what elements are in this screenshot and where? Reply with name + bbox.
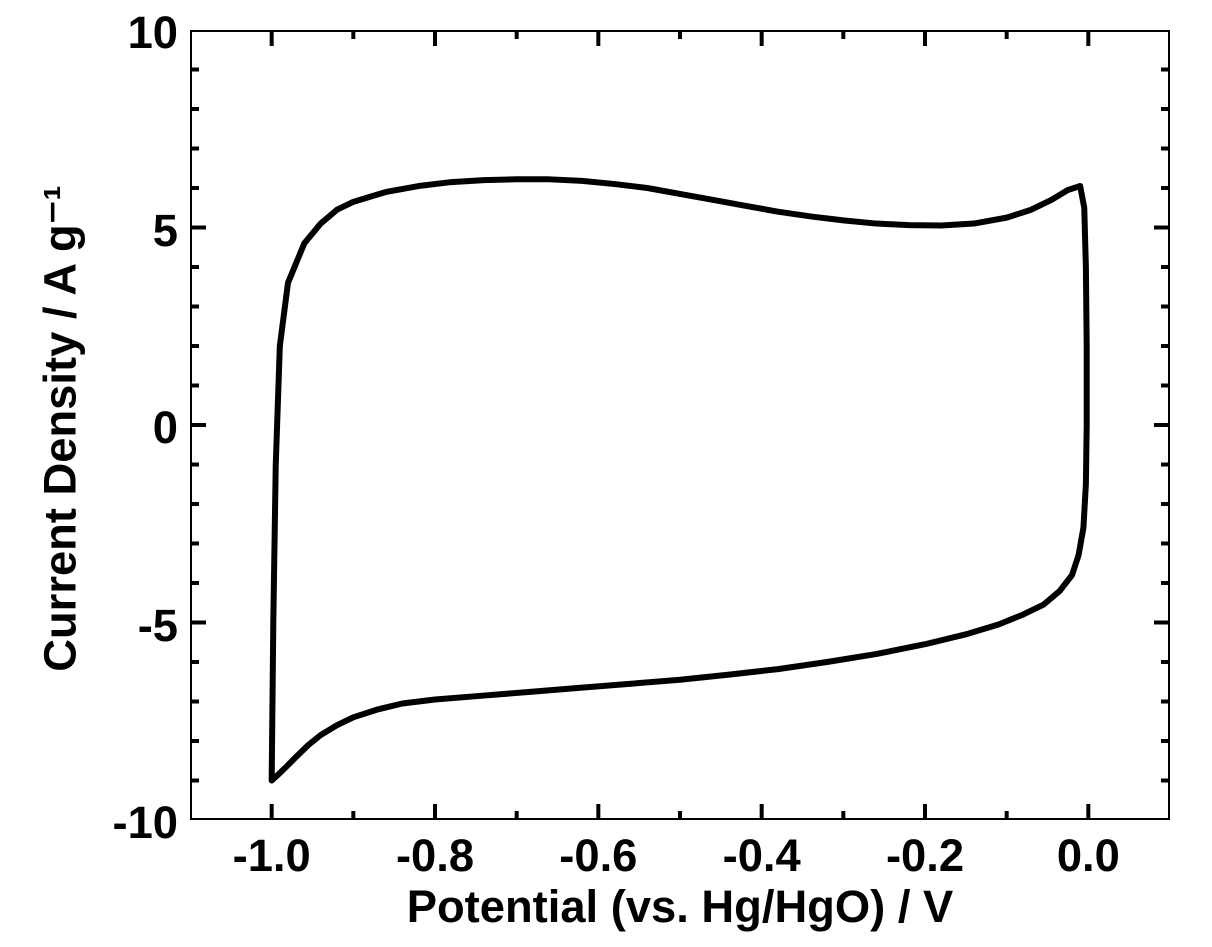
y-tick-label: 5 [153,205,178,257]
x-tick-label: 0.0 [1038,830,1138,882]
x-tick-label: -0.2 [875,830,975,882]
x-axis-label: Potential (vs. Hg/HgO) / V [190,881,1170,933]
plot-area [190,30,1170,820]
y-tick-label: 10 [128,7,178,59]
plot-svg [190,30,1170,820]
x-tick-label: -0.6 [548,830,648,882]
y-tick-label: -5 [138,600,178,652]
x-tick-label: -0.4 [712,830,812,882]
x-tick-label: -1.0 [222,830,322,882]
x-tick-label: -0.8 [385,830,485,882]
y-tick-label: -10 [112,797,178,849]
y-tick-label: 0 [153,402,178,454]
y-axis-label: Current Density / A g⁻¹ [34,79,87,779]
cv-chart: Current Density / A g⁻¹ Potential (vs. H… [0,0,1212,947]
